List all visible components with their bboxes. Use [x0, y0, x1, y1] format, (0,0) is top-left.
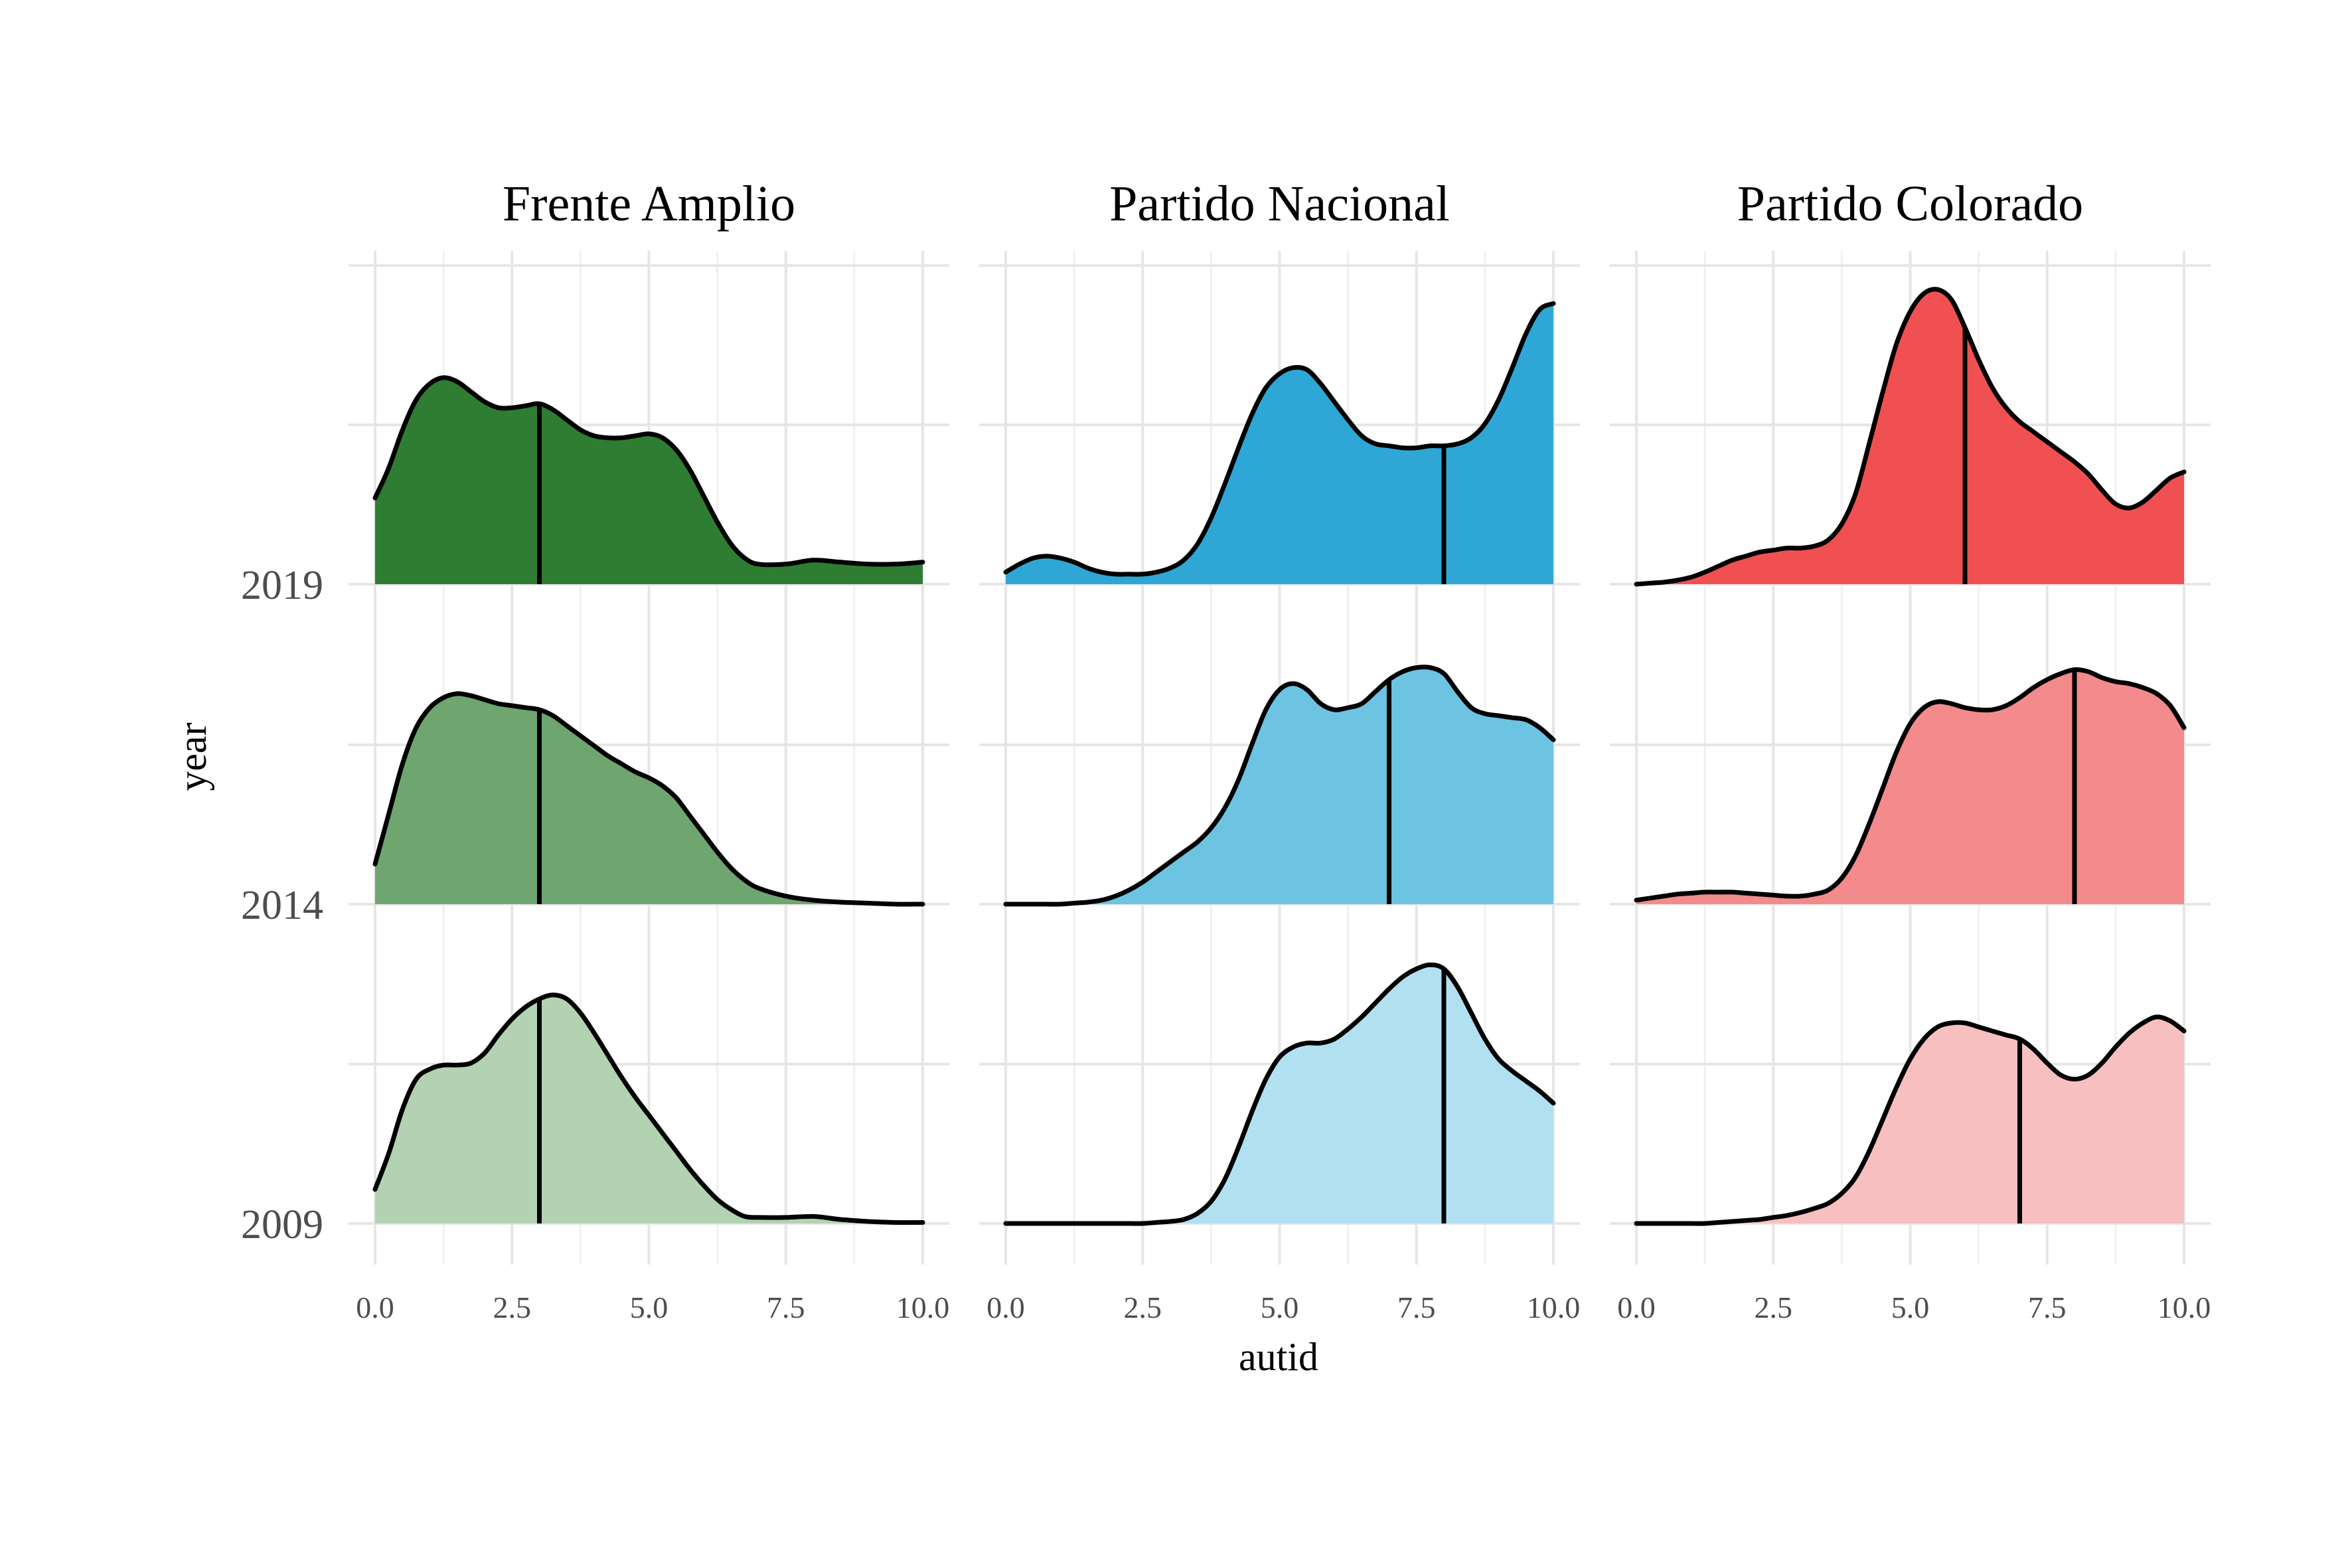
- density-line-2009: [1003, 962, 1556, 1226]
- x-tick-label: 0.0: [356, 1291, 394, 1324]
- x-tick-label: 0.0: [986, 1291, 1025, 1324]
- x-tick-label: 2.5: [493, 1291, 532, 1324]
- x-tick-label: 5.0: [630, 1291, 668, 1324]
- y-tick-label: 2014: [241, 883, 323, 928]
- density-line-2014: [1634, 667, 2187, 903]
- y-tick-label: 2009: [241, 1202, 323, 1247]
- density-area-2014: [1636, 669, 2184, 904]
- density-area-2009: [1636, 1016, 2184, 1224]
- x-tick-label: 7.5: [767, 1291, 805, 1324]
- panel-title-partido-colorado: Partido Colorado: [1737, 176, 2083, 232]
- density-line-2009: [372, 992, 925, 1225]
- y-tick-label: 2019: [241, 563, 323, 608]
- density-area-2019: [1636, 289, 2184, 584]
- x-tick-label: 10.0: [2157, 1291, 2211, 1324]
- x-tick-label: 5.0: [1261, 1291, 1299, 1324]
- x-tick-label: 2.5: [1124, 1291, 1162, 1324]
- density-line-2019: [1003, 301, 1556, 577]
- density-line-2014: [1003, 665, 1556, 907]
- x-tick-label: 0.0: [1617, 1291, 1656, 1324]
- x-axis-title: autid: [1239, 1335, 1318, 1379]
- density-area-2019: [375, 377, 923, 584]
- density-area-2014: [375, 693, 923, 905]
- density-area-2009: [1006, 965, 1553, 1224]
- x-tick-label: 10.0: [1527, 1291, 1581, 1324]
- density-line-2009: [1634, 1014, 2187, 1226]
- density-area-2014: [1006, 666, 1553, 905]
- panel-title-frente-amplio: Frente Amplio: [503, 176, 795, 232]
- density-line-2019: [372, 375, 925, 568]
- x-tick-label: 2.5: [1755, 1291, 1793, 1324]
- x-tick-label: 7.5: [2028, 1291, 2067, 1324]
- panel-title-partido-nacional: Partido Nacional: [1109, 176, 1450, 232]
- label-layer: Frente Amplio 0.0 2.5 5.0 7.5 10.0 Partido Nac…: [241, 176, 2211, 1324]
- density-area-2009: [375, 994, 923, 1223]
- x-tick-label: 10.0: [896, 1291, 950, 1324]
- density-line-2014: [372, 691, 925, 907]
- density-area-2019: [1006, 303, 1553, 584]
- density-line-2019: [1634, 287, 2187, 587]
- y-axis-title: year: [171, 722, 214, 791]
- ridge-layer: [372, 287, 2187, 1226]
- x-tick-label: 5.0: [1891, 1291, 1930, 1324]
- x-tick-label: 7.5: [1397, 1291, 1436, 1324]
